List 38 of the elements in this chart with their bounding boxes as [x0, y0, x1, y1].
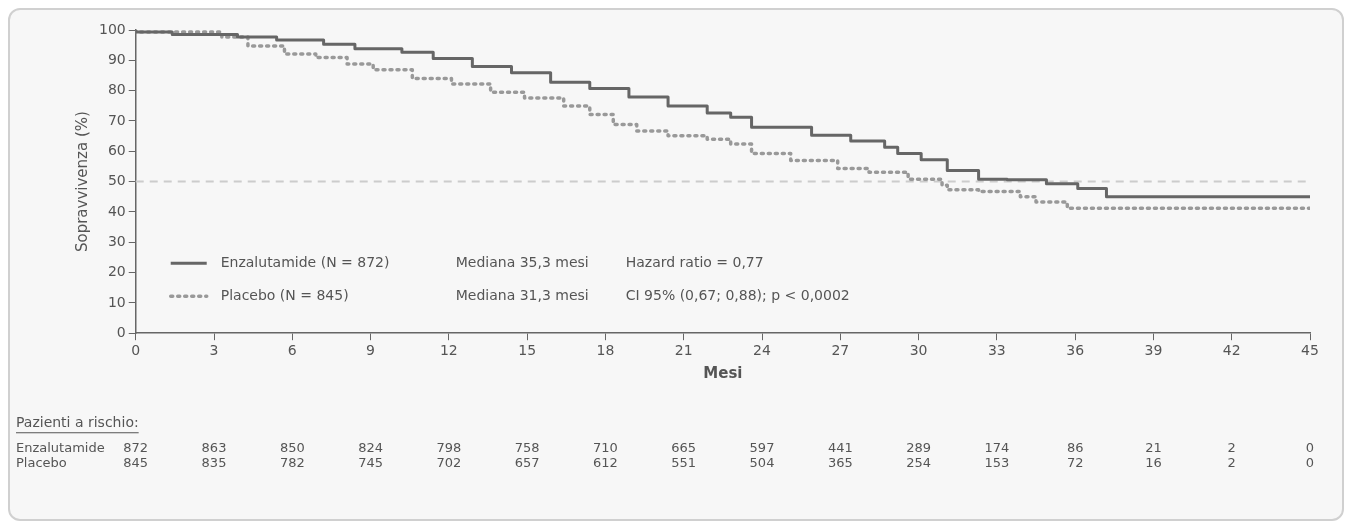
- annotation: Mediana 31,3 mesi: [455, 286, 589, 303]
- y-tick-label: 100: [98, 20, 126, 37]
- annotation: Mediana 35,3 mesi: [455, 253, 589, 270]
- x-tick-label: 42: [1222, 342, 1241, 359]
- x-tick-label: 45: [1301, 342, 1319, 359]
- x-tick-label: 27: [831, 342, 850, 359]
- annotation: Hazard ratio = 0,77: [625, 253, 764, 270]
- y-tick-label: 30: [107, 232, 126, 249]
- y-tick-label: 50: [107, 172, 126, 189]
- x-tick-label: 18: [596, 342, 615, 359]
- x-axis-title: Mesi: [703, 363, 743, 382]
- x-tick-label: 39: [1144, 342, 1163, 359]
- text: Placebo 845 835 782 745 702 657 612 551 504 365 254 153 72 16 2 0: [16, 454, 1315, 470]
- text: Enzalutamide 872 863 850 824 798 758 710 665 597 441 289 174 86 21 2 0: [16, 439, 1315, 455]
- y-axis-title: Sopravvivenza (%): [72, 111, 91, 253]
- x-tick-label: 9: [366, 342, 376, 359]
- x-tick-label: 36: [1066, 342, 1085, 359]
- y-tick-label: 60: [107, 141, 126, 158]
- x-tick-label: 12: [439, 342, 458, 359]
- y-tick-label: 80: [107, 81, 126, 98]
- legend-label: Placebo (N = 845): [220, 286, 349, 303]
- y-tick-label: 70: [107, 111, 126, 128]
- x-tick-label: 21: [674, 342, 693, 359]
- text: Pazienti a rischio:: [16, 413, 139, 430]
- y-tick-label: 40: [107, 202, 126, 219]
- x-tick-label: 15: [518, 342, 537, 359]
- x-tick-label: 6: [287, 342, 297, 359]
- y-tick-label: 90: [107, 50, 126, 67]
- x-tick-label: 33: [987, 342, 1006, 359]
- x-tick-label: 30: [909, 342, 928, 359]
- legend-label: Enzalutamide (N = 872): [220, 253, 390, 270]
- annotation: CI 95% (0,67; 0,88); p < 0,0002: [625, 286, 850, 303]
- y-tick-label: 0: [116, 323, 126, 340]
- y-tick-label: 20: [107, 263, 126, 280]
- x-tick-label: 0: [131, 342, 141, 359]
- y-tick-label: 10: [107, 293, 126, 310]
- x-tick-label: 24: [753, 342, 771, 359]
- x-tick-label: 3: [209, 342, 219, 359]
